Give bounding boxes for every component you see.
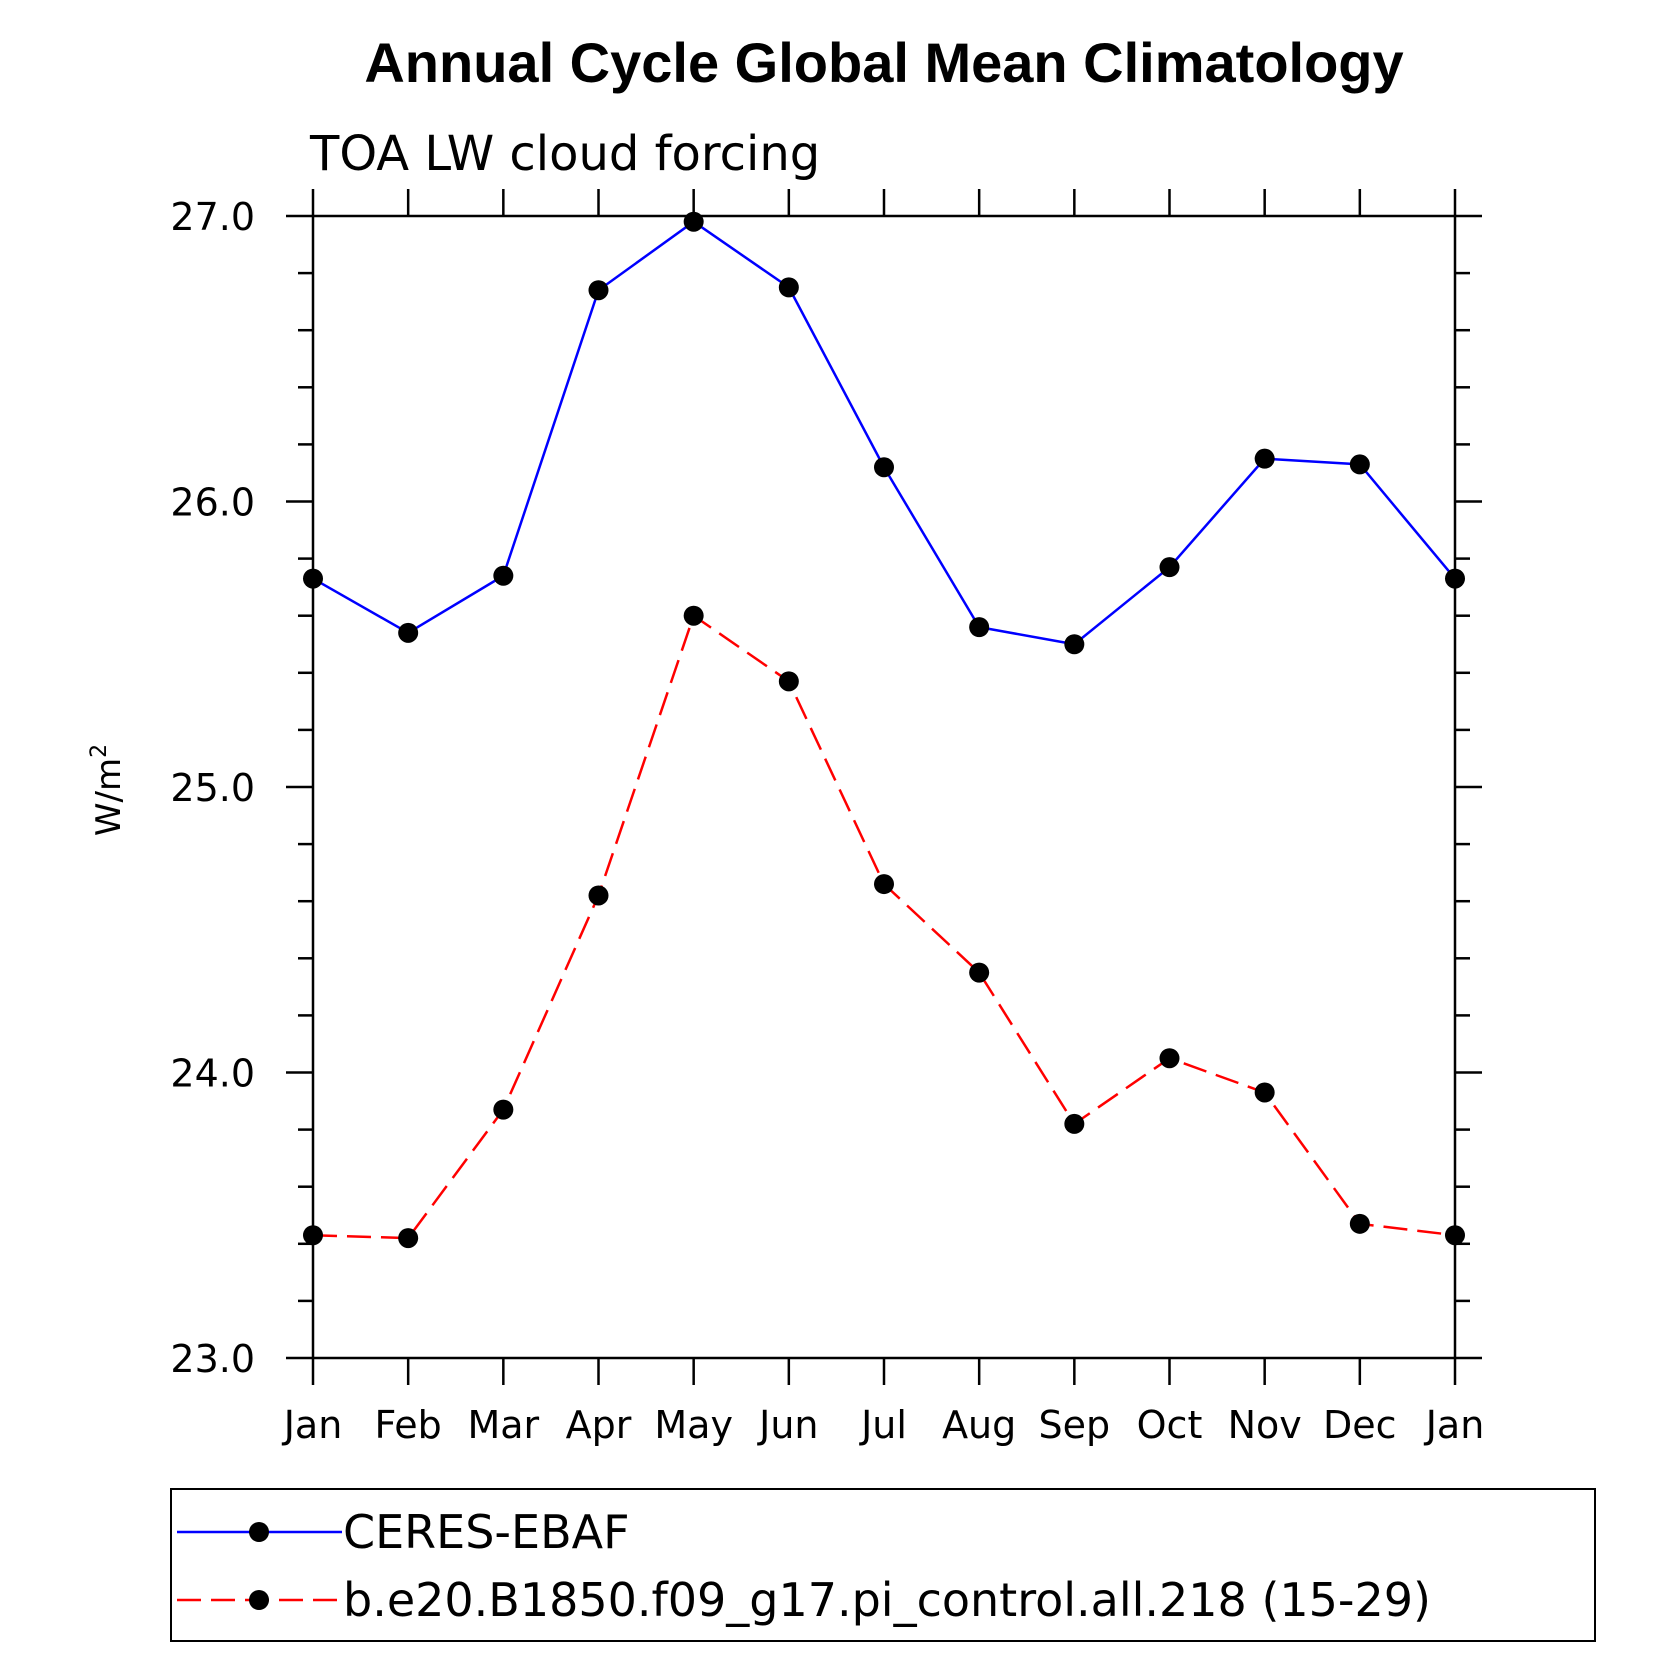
data-point: [874, 874, 894, 895]
x-tick-label: Feb: [375, 1403, 442, 1447]
y-axis-label: W/m2: [87, 744, 129, 836]
data-point: [588, 885, 609, 906]
x-tick-label: Sep: [1039, 1403, 1111, 1447]
data-point: [1064, 634, 1085, 655]
y-axis-label-text: W/m: [89, 758, 129, 836]
x-tick-label: Mar: [467, 1403, 539, 1447]
chart-title: Annual Cycle Global Mean Climatology: [364, 31, 1403, 94]
legend-marker-model: [249, 1590, 269, 1610]
y-tick-label: 26.0: [170, 481, 255, 525]
data-point: [303, 568, 323, 589]
data-point: [1159, 557, 1180, 578]
data-point: [493, 565, 514, 586]
data-point: [1254, 448, 1275, 469]
data-point: [1254, 1082, 1275, 1103]
x-tick-label: Oct: [1137, 1403, 1203, 1447]
data-point: [1349, 454, 1370, 475]
x-tick-labels: Jan Feb Mar Apr May Jun Jul Aug Sep Oct Nov Dec Jan: [282, 1403, 1485, 1447]
y-tick-label: 25.0: [170, 766, 255, 810]
series-line: [312, 220, 1456, 646]
data-point: [1349, 1213, 1370, 1234]
legend: CERES-EBAF b.e20.B1850.f09_g17.pi_contro…: [170, 1488, 1596, 1642]
series-line: [312, 613, 1456, 1240]
data-point: [778, 277, 799, 298]
plot-frame: [311, 214, 1457, 1360]
series-lines: [303, 211, 1465, 1249]
data-point: [969, 617, 990, 638]
legend-box: [170, 1488, 1596, 1642]
svg-text:W/m2: W/m2: [87, 744, 129, 836]
data-point: [303, 1225, 323, 1246]
data-point: [588, 280, 609, 301]
x-tick-label: Jan: [282, 1403, 343, 1447]
y-tick-label: 24.0: [170, 1052, 255, 1096]
axis-ticks: [286, 189, 1482, 1385]
data-point: [1445, 568, 1465, 589]
data-point: [1064, 1113, 1085, 1134]
x-tick-label: Jul: [859, 1403, 907, 1447]
x-tick-label: May: [654, 1403, 733, 1447]
x-tick-label: Jun: [757, 1403, 818, 1447]
data-point: [874, 457, 894, 478]
chart-subtitle: TOA LW cloud forcing: [309, 126, 820, 182]
data-point: [1159, 1048, 1180, 1069]
data-point: [683, 211, 704, 232]
y-tick-label: 23.0: [170, 1337, 255, 1381]
y-tick-labels: 23.0 24.0 25.0 26.0 27.0: [170, 195, 255, 1381]
legend-label-model: b.e20.B1850.f09_g17.pi_control.all.218 (…: [343, 1573, 1431, 1627]
x-tick-label: Nov: [1228, 1403, 1302, 1447]
x-tick-label: Jan: [1424, 1403, 1485, 1447]
legend-label-ceres-ebaf: CERES-EBAF: [343, 1505, 630, 1559]
data-point: [969, 962, 990, 983]
data-point: [683, 605, 704, 626]
data-point: [778, 671, 799, 692]
y-axis-label-superscript: 2: [87, 744, 112, 758]
y-tick-label: 27.0: [170, 195, 255, 239]
x-tick-label: Dec: [1323, 1403, 1397, 1447]
x-tick-label: Aug: [942, 1403, 1016, 1447]
data-point: [398, 622, 419, 643]
data-point: [1445, 1225, 1465, 1246]
legend-marker-ceres-ebaf: [249, 1522, 269, 1542]
x-tick-label: Apr: [566, 1403, 632, 1447]
data-point: [493, 1099, 514, 1120]
data-point: [398, 1228, 419, 1249]
